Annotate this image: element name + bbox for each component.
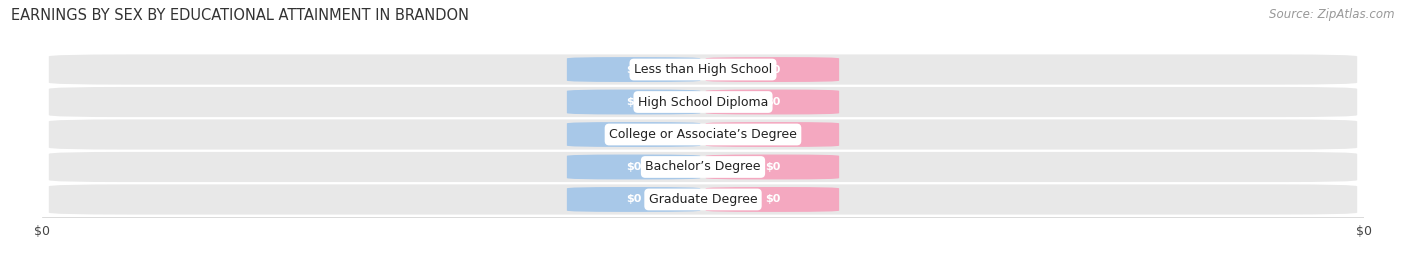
FancyBboxPatch shape [49, 152, 1357, 182]
FancyBboxPatch shape [706, 57, 839, 82]
Text: $0: $0 [626, 97, 641, 107]
Text: $0: $0 [626, 162, 641, 172]
FancyBboxPatch shape [567, 122, 700, 147]
Text: EARNINGS BY SEX BY EDUCATIONAL ATTAINMENT IN BRANDON: EARNINGS BY SEX BY EDUCATIONAL ATTAINMEN… [11, 8, 470, 23]
Text: Graduate Degree: Graduate Degree [648, 193, 758, 206]
Text: $0: $0 [626, 129, 641, 140]
FancyBboxPatch shape [567, 187, 700, 212]
Text: $0: $0 [765, 65, 780, 75]
FancyBboxPatch shape [706, 155, 839, 179]
FancyBboxPatch shape [706, 90, 839, 114]
Text: $0: $0 [765, 194, 780, 204]
FancyBboxPatch shape [49, 54, 1357, 85]
Text: High School Diploma: High School Diploma [638, 95, 768, 108]
Text: $0: $0 [765, 97, 780, 107]
FancyBboxPatch shape [706, 187, 839, 212]
FancyBboxPatch shape [706, 122, 839, 147]
Text: Less than High School: Less than High School [634, 63, 772, 76]
Text: College or Associate’s Degree: College or Associate’s Degree [609, 128, 797, 141]
Text: $0: $0 [765, 129, 780, 140]
FancyBboxPatch shape [567, 57, 700, 82]
FancyBboxPatch shape [567, 90, 700, 114]
Text: $0: $0 [765, 162, 780, 172]
FancyBboxPatch shape [49, 119, 1357, 150]
FancyBboxPatch shape [49, 87, 1357, 117]
Text: Bachelor’s Degree: Bachelor’s Degree [645, 161, 761, 174]
FancyBboxPatch shape [49, 184, 1357, 215]
Text: $0: $0 [626, 194, 641, 204]
Text: Source: ZipAtlas.com: Source: ZipAtlas.com [1270, 8, 1395, 21]
FancyBboxPatch shape [567, 155, 700, 179]
Text: $0: $0 [626, 65, 641, 75]
